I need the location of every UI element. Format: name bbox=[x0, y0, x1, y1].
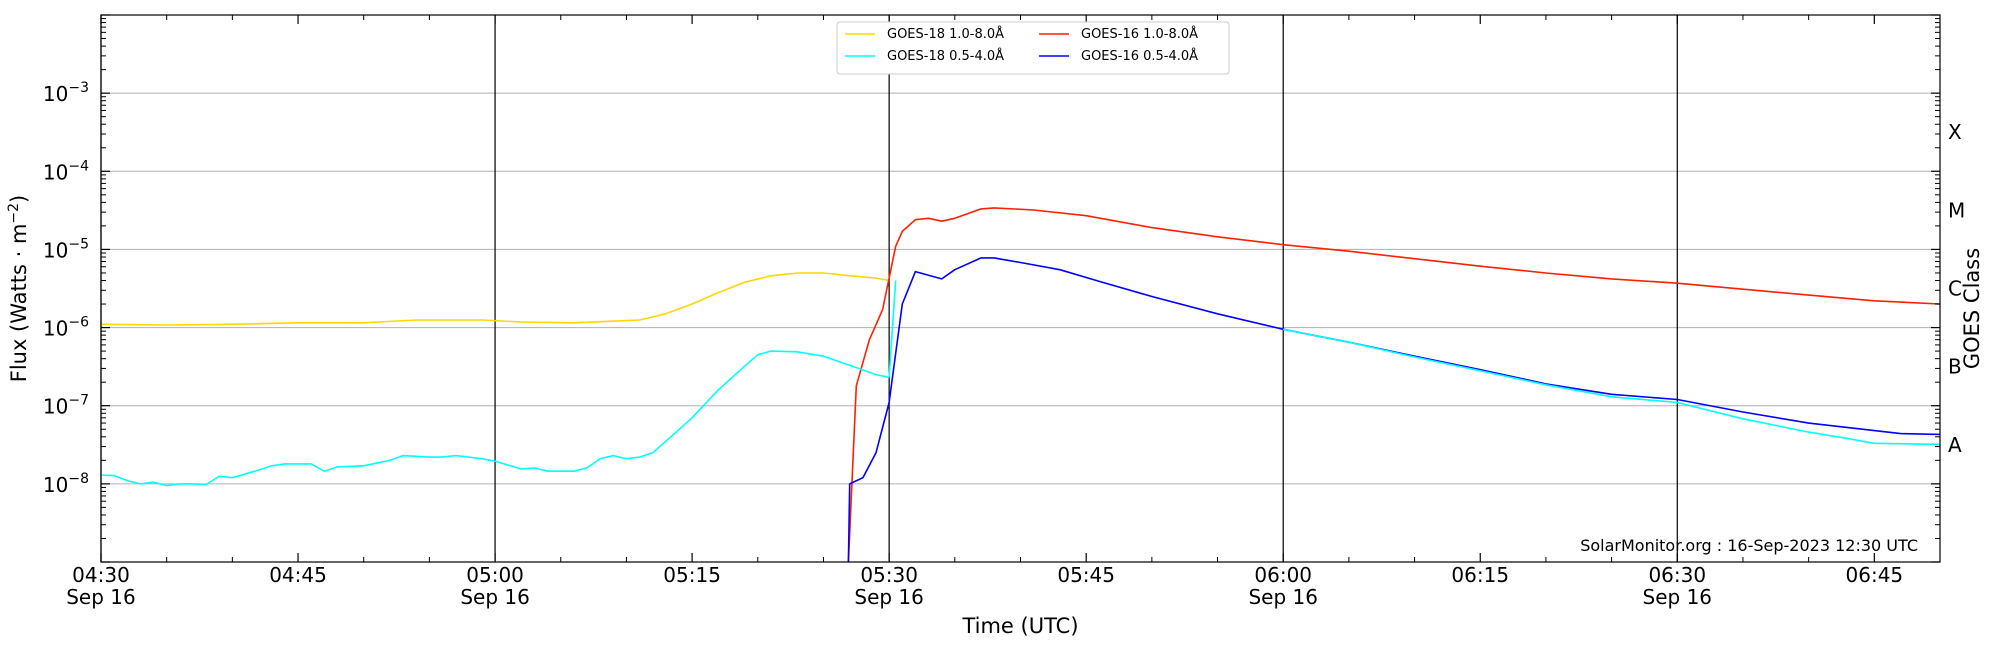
y-tick-label: 10−6 bbox=[43, 315, 89, 341]
y-axis-title: Flux (Watts · m−2) bbox=[6, 195, 31, 383]
grid-lines bbox=[100, 15, 1940, 562]
x-tick-label: 06:00 bbox=[1254, 563, 1312, 587]
goes-class-label: M bbox=[1948, 198, 1965, 222]
x-axis-title: Time (UTC) bbox=[961, 614, 1078, 638]
x-tick-label: 05:30 bbox=[860, 563, 918, 587]
goes-class-label: B bbox=[1948, 355, 1962, 379]
goes-class-label: C bbox=[1948, 277, 1962, 301]
series-line bbox=[888, 280, 897, 378]
goes-class-label: X bbox=[1948, 120, 1962, 144]
legend-label: GOES-16 1.0-8.0Å bbox=[1081, 26, 1198, 42]
axis-ticks bbox=[100, 14, 1941, 563]
x-tick-label: 05:00 bbox=[466, 563, 524, 587]
y-tick-label: 10−7 bbox=[43, 393, 89, 419]
y-tick-label: 10−3 bbox=[43, 80, 89, 106]
x-tick-label: 04:30 bbox=[72, 563, 130, 587]
legend-box bbox=[836, 21, 1230, 75]
goes-class-label: A bbox=[1948, 433, 1962, 457]
series-line bbox=[100, 350, 890, 487]
series-line bbox=[100, 272, 890, 326]
x-tick-label: 04:45 bbox=[269, 563, 327, 587]
x-tick-label: 06:30 bbox=[1648, 563, 1706, 587]
y-tick-label: 10−5 bbox=[43, 236, 89, 262]
series-line bbox=[1283, 328, 1941, 446]
x-tick-date-label: Sep 16 bbox=[66, 585, 136, 609]
y-tick-label: 10−4 bbox=[43, 158, 89, 184]
goes-class-axis-title: GOES Class bbox=[1960, 248, 1984, 369]
series-line bbox=[847, 257, 1941, 563]
credit-text: SolarMonitor.org : 16-Sep-2023 12:30 UTC bbox=[1580, 536, 1918, 555]
x-tick-date-label: Sep 16 bbox=[1643, 585, 1713, 609]
y-tick-label: 10−8 bbox=[43, 471, 89, 497]
plot-frame bbox=[100, 14, 1941, 563]
legend-label: GOES-16 0.5-4.0Å bbox=[1081, 48, 1198, 64]
legend-label: GOES-18 0.5-4.0Å bbox=[887, 48, 1004, 64]
x-tick-label: 05:45 bbox=[1057, 563, 1115, 587]
x-tick-label: 06:15 bbox=[1451, 563, 1509, 587]
series-lines bbox=[100, 207, 1941, 563]
x-tick-label: 06:45 bbox=[1846, 563, 1904, 587]
legend-label: GOES-18 1.0-8.0Å bbox=[887, 26, 1004, 42]
x-tick-label: 05:15 bbox=[663, 563, 721, 587]
x-tick-date-label: Sep 16 bbox=[1248, 585, 1318, 609]
series-line bbox=[847, 207, 1941, 563]
x-tick-date-label: Sep 16 bbox=[460, 585, 530, 609]
x-tick-date-label: Sep 16 bbox=[854, 585, 924, 609]
legend: GOES-18 1.0-8.0Å GOES-16 1.0-8.0Å GOES-18 … bbox=[836, 21, 1230, 75]
